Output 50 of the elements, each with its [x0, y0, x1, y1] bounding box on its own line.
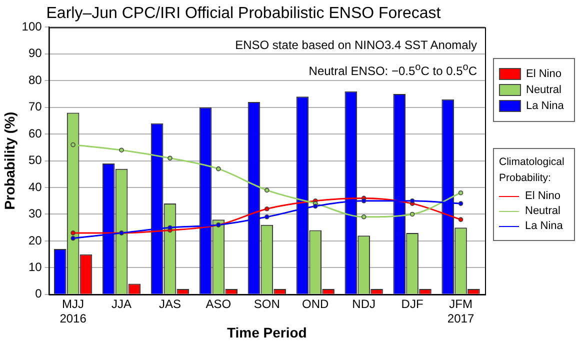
point	[216, 166, 221, 172]
point	[264, 188, 270, 193]
point	[168, 225, 172, 230]
y-tick-label: 30	[28, 206, 42, 221]
point	[312, 204, 318, 209]
point	[119, 148, 124, 153]
y-tick-label: 50	[28, 153, 42, 168]
point	[70, 142, 76, 148]
point	[264, 214, 270, 220]
y-tick-label: 70	[28, 100, 42, 114]
point	[361, 214, 366, 220]
x-tick-label: JAS	[158, 296, 181, 311]
legend-label: Neutral	[526, 84, 562, 96]
y-tick-label: 0	[35, 286, 42, 301]
point	[458, 201, 464, 206]
y-tick-label: 40	[28, 180, 42, 194]
point	[410, 198, 415, 204]
annotation: ENSO state based on NINO3.4 SST Anomaly	[234, 38, 477, 52]
y-tick-label: 10	[28, 260, 42, 274]
legend-label: Neutral	[525, 205, 560, 217]
y-tick-label: 90	[28, 46, 42, 60]
y-tick-label: 100	[22, 20, 42, 34]
point	[70, 230, 76, 236]
legend-label: El Nino	[526, 68, 562, 80]
x-axis-title: Time Period	[226, 324, 307, 340]
x-tick-label: NDJ	[352, 296, 376, 311]
x-tick-label: OND	[302, 296, 330, 311]
legend-title: Climatological Probability:	[499, 155, 566, 186]
x-tick-label: DJF	[401, 296, 424, 311]
y-tick-label: 20	[28, 233, 42, 248]
legend-label: El Nino	[525, 190, 560, 202]
point	[458, 190, 464, 196]
chart-title: Early–Jun CPC/IRI Official Probabilistic ENSO Forecast	[46, 5, 442, 22]
x-tick-label: MJJ 2016	[60, 296, 87, 326]
legend-label: La Nina	[525, 220, 563, 232]
point	[70, 236, 76, 241]
point	[264, 206, 270, 212]
y-tick-label: 80	[28, 72, 42, 87]
x-tick-label: JFM 2017	[447, 296, 474, 326]
point	[410, 212, 415, 217]
point	[361, 198, 366, 204]
point	[168, 156, 172, 161]
x-tick-label: JJA	[112, 296, 132, 311]
annotation: Neutral ENSO: −0.5$^{o}$C to 0.5$^{o}$C	[308, 62, 477, 78]
point	[458, 217, 464, 222]
legend-label: La Nina	[526, 100, 564, 112]
y-axis-title: Probability (%)	[1, 112, 18, 210]
y-tick-label: 60	[28, 126, 42, 140]
x-tick-label: SON	[254, 296, 280, 311]
x-tick-label: ASO	[206, 296, 232, 311]
